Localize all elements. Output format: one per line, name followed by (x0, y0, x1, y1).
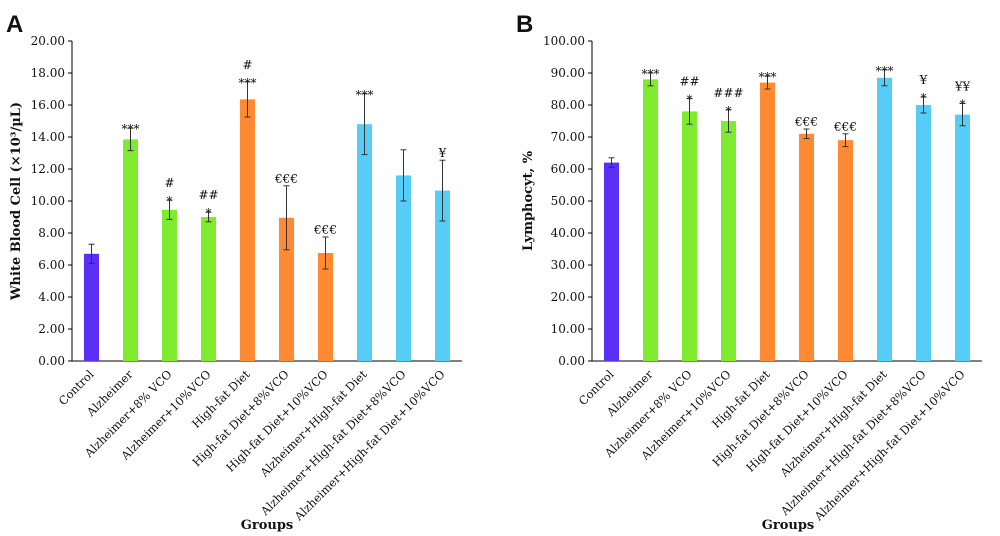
bar (357, 124, 372, 361)
y-tick-label: 40.00 (551, 226, 585, 240)
y-tick-label: 2.00 (38, 322, 65, 336)
bar (435, 190, 450, 361)
y-tick-label: 20.00 (551, 290, 585, 304)
significance-mark: # (164, 176, 174, 190)
significance-mark: *** (759, 70, 777, 84)
significance-mark: *** (876, 64, 894, 78)
bar (318, 253, 333, 361)
y-tick-label: 0.00 (558, 354, 585, 368)
y-tick-label: 14.00 (31, 130, 65, 144)
category-label: Alzheimer+High-fat Diet+8%VCO (257, 367, 409, 519)
bar (721, 121, 736, 361)
y-tick-label: 10.00 (31, 194, 65, 208)
bar (760, 82, 775, 361)
bar (877, 77, 892, 362)
significance-mark: *** (122, 122, 140, 136)
significance-mark: # (242, 58, 252, 72)
bar (838, 140, 853, 361)
significance-mark: *** (642, 67, 660, 81)
x-axis-title-a: Groups (241, 518, 293, 533)
bar (240, 99, 255, 362)
significance-mark: * (960, 97, 966, 111)
bar (123, 139, 138, 361)
significance-mark: *** (239, 76, 257, 90)
significance-mark: *** (356, 88, 374, 102)
bar (201, 217, 216, 361)
y-tick-label: 80.00 (551, 98, 585, 112)
panel-letter-a: A (6, 11, 23, 38)
significance-mark: * (206, 206, 212, 220)
bar (396, 175, 411, 361)
significance-mark: €€€ (274, 172, 298, 186)
panel-b: B Lymphocyt, % Groups 0.00 10.00 20.00 30.0… (516, 11, 982, 533)
y-tick-label: 16.00 (31, 98, 65, 112)
y-tick-label: 100.00 (543, 34, 585, 48)
bar (643, 79, 658, 362)
y-tick-label: 60.00 (551, 162, 585, 176)
significance-mark: €€€ (833, 120, 857, 134)
bar (916, 105, 931, 361)
significance-mark: ¥¥ (954, 79, 971, 93)
significance-mark: ## (198, 188, 218, 202)
y-tick-label: 12.00 (31, 162, 65, 176)
bar (279, 217, 294, 361)
significance-mark: ¥ (919, 73, 928, 87)
y-tick-label: 18.00 (31, 66, 65, 80)
panel-a: A White Blood Cell (×10³/µL) Groups 0.00… (6, 11, 462, 533)
bar (604, 162, 619, 361)
significance-mark: * (167, 194, 173, 208)
significance-mark: ¥ (438, 146, 447, 160)
y-axis-title-a: White Blood Cell (×10³/µL) (9, 102, 24, 301)
y-tick-label: 8.00 (38, 226, 65, 240)
y-tick-label: 90.00 (551, 66, 585, 80)
bar (84, 253, 99, 361)
y-axis-title-b: Lymphocyt, % (521, 150, 536, 251)
category-label: Alzheimer+High-fat Diet+8%VCO (777, 367, 929, 519)
panel-letter-b: B (516, 11, 533, 38)
significance-mark: * (687, 93, 693, 107)
y-tick-label: 20.00 (31, 34, 65, 48)
y-tick-label: 30.00 (551, 258, 585, 272)
significance-mark: €€€ (794, 115, 818, 129)
y-tick-label: 50.00 (551, 194, 585, 208)
y-tick-label: 10.00 (551, 322, 585, 336)
y-tick-label: 6.00 (38, 258, 65, 272)
y-tick-label: 0.00 (38, 354, 65, 368)
significance-mark: €€€ (313, 223, 337, 237)
bar (955, 114, 970, 361)
bar (682, 111, 697, 362)
y-tick-label: 70.00 (551, 130, 585, 144)
x-axis-title-b: Groups (762, 518, 814, 533)
significance-mark: ### (713, 86, 743, 100)
bar (799, 133, 814, 361)
y-tick-label: 4.00 (38, 290, 65, 304)
significance-mark: * (726, 104, 732, 118)
bar (162, 209, 177, 361)
significance-mark: * (921, 91, 927, 105)
significance-mark: ## (679, 75, 699, 89)
